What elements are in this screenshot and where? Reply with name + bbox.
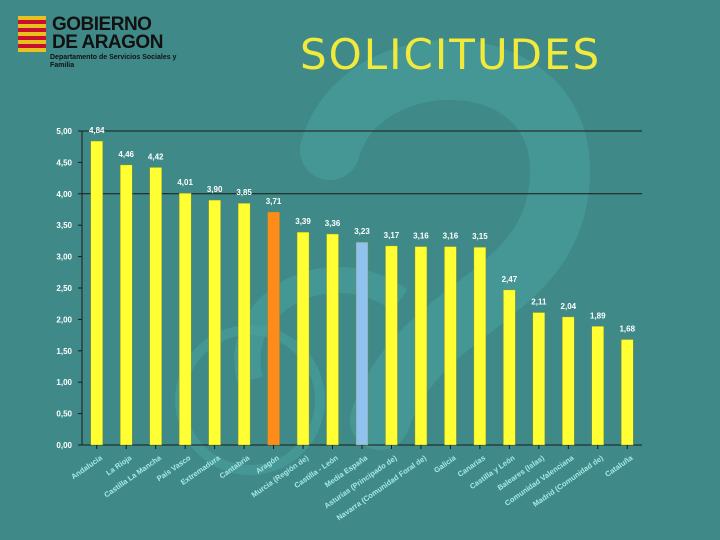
data-label: 1,68 [619, 324, 635, 333]
y-tick-label: 3,00 [56, 253, 72, 262]
bar [296, 231, 310, 446]
logo-subtitle: Departamento de Servicios Sociales y Fam… [50, 54, 177, 69]
category-label: Cataluña [603, 453, 635, 479]
bar [267, 211, 280, 446]
data-label: 3,17 [384, 231, 400, 240]
data-label: 4,84 [89, 126, 105, 135]
data-label: 3,39 [295, 217, 311, 226]
category-label: Andalucía [69, 453, 104, 481]
data-label: 4,42 [148, 152, 164, 161]
bar [355, 241, 369, 446]
y-tick-label: 4,50 [56, 158, 72, 167]
data-label: 1,89 [590, 311, 606, 320]
y-tick-label: 2,00 [56, 315, 72, 324]
logo-line2: DE ARAGON [52, 32, 163, 53]
data-label: 3,16 [413, 232, 429, 241]
bar [178, 192, 192, 446]
bar [621, 339, 634, 446]
aragon-flag-icon [18, 16, 46, 52]
bar [120, 164, 133, 446]
y-tick-label: 0,50 [56, 410, 72, 419]
bar [414, 246, 428, 446]
data-label: 3,16 [443, 232, 459, 241]
bar [90, 140, 103, 446]
bar [237, 203, 251, 446]
bar [326, 233, 339, 446]
category-label: Cantabria [218, 453, 252, 481]
data-label: 2,04 [561, 302, 577, 311]
data-label: 3,36 [325, 219, 341, 228]
data-label: 3,15 [472, 232, 488, 241]
y-tick-label: 3,50 [56, 221, 72, 230]
data-label: 4,01 [177, 178, 193, 187]
data-label: 4,46 [118, 150, 134, 159]
bar [208, 199, 221, 446]
data-label: 3,23 [354, 227, 370, 236]
bar [532, 312, 546, 446]
y-tick-label: 1,00 [56, 378, 72, 387]
bar [473, 246, 487, 446]
y-tick-label: 2,50 [56, 284, 72, 293]
data-label: 3,85 [236, 188, 252, 197]
gobierno-aragon-logo: GOBIERNO DE ARAGON Departamento de Servi… [18, 14, 198, 74]
bar [503, 289, 516, 446]
bar [562, 316, 575, 446]
y-tick-label: 5,00 [56, 127, 72, 136]
y-tick-label: 0,00 [56, 441, 72, 450]
data-label: 2,11 [531, 297, 547, 306]
data-label: 2,47 [502, 275, 518, 284]
bar [444, 246, 457, 446]
data-label: 3,71 [266, 197, 282, 206]
logo-line1: GOBIERNO [52, 14, 152, 35]
bar [385, 245, 398, 446]
category-label: Galicia [432, 453, 458, 475]
bar [591, 326, 604, 446]
page-title: SOLICITUDES [300, 30, 602, 79]
y-tick-label: 1,50 [56, 347, 72, 356]
data-label: 3,90 [207, 185, 223, 194]
y-tick-label: 4,00 [56, 190, 72, 199]
bar [149, 167, 162, 446]
